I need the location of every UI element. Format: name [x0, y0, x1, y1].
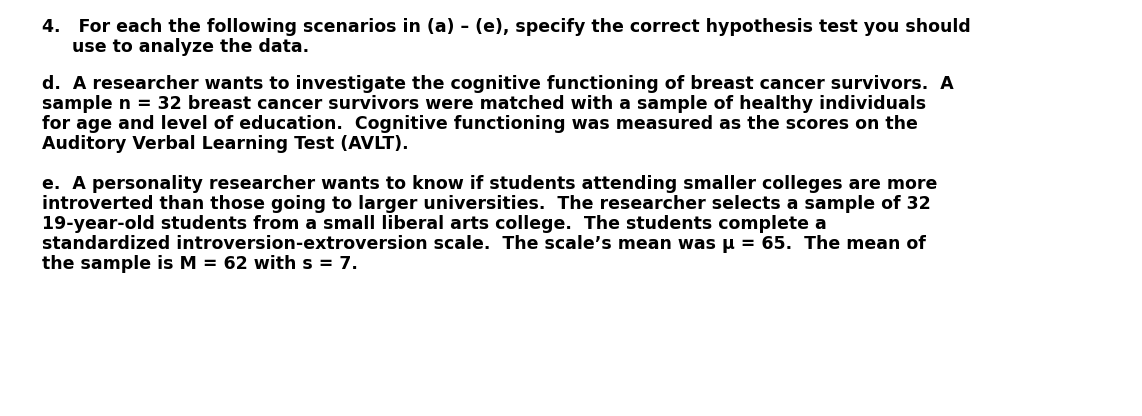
- Text: 19-year-old students from a small liberal arts college.  The students complete a: 19-year-old students from a small libera…: [42, 215, 827, 233]
- Text: use to analyze the data.: use to analyze the data.: [72, 38, 309, 56]
- Text: the sample is M = 62 with s = 7.: the sample is M = 62 with s = 7.: [42, 255, 357, 273]
- Text: for age and level of education.  Cognitive functioning was measured as the score: for age and level of education. Cognitiv…: [42, 115, 918, 133]
- Text: sample n = 32 breast cancer survivors were matched with a sample of healthy indi: sample n = 32 breast cancer survivors we…: [42, 95, 926, 113]
- Text: e.  A personality researcher wants to know if students attending smaller college: e. A personality researcher wants to kno…: [42, 175, 938, 193]
- Text: 4.   For each the following scenarios in (a) – (e), specify the correct hypothes: 4. For each the following scenarios in (…: [42, 18, 971, 36]
- Text: standardized introversion-extroversion scale.  The scale’s mean was μ = 65.  The: standardized introversion-extroversion s…: [42, 235, 926, 253]
- Text: introverted than those going to larger universities.  The researcher selects a s: introverted than those going to larger u…: [42, 195, 931, 213]
- Text: d.  A researcher wants to investigate the cognitive functioning of breast cancer: d. A researcher wants to investigate the…: [42, 75, 954, 93]
- Text: Auditory Verbal Learning Test (AVLT).: Auditory Verbal Learning Test (AVLT).: [42, 135, 409, 153]
